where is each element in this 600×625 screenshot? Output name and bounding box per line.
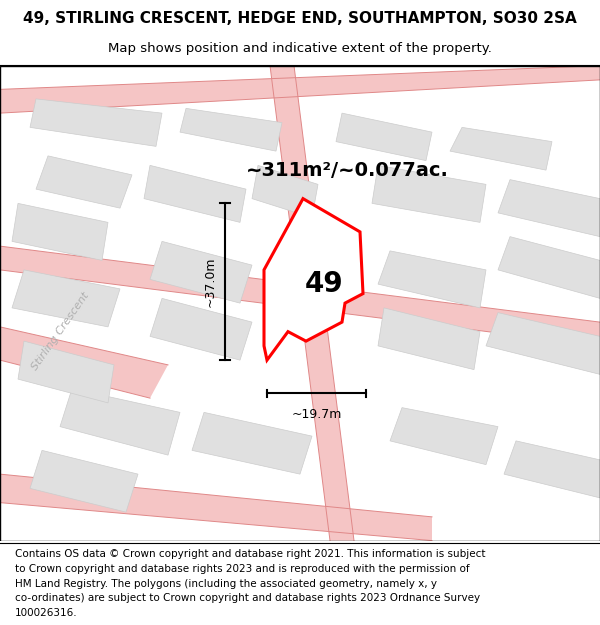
- Polygon shape: [0, 246, 600, 346]
- Polygon shape: [498, 179, 600, 237]
- Text: HM Land Registry. The polygons (including the associated geometry, namely x, y: HM Land Registry. The polygons (includin…: [15, 579, 437, 589]
- Polygon shape: [486, 312, 600, 374]
- Text: ~311m²/~0.077ac.: ~311m²/~0.077ac.: [246, 161, 449, 179]
- Polygon shape: [30, 451, 138, 512]
- Polygon shape: [30, 99, 162, 146]
- Polygon shape: [378, 308, 480, 369]
- Polygon shape: [372, 166, 486, 222]
- Text: 49, STIRLING CRESCENT, HEDGE END, SOUTHAMPTON, SO30 2SA: 49, STIRLING CRESCENT, HEDGE END, SOUTHA…: [23, 11, 577, 26]
- Polygon shape: [60, 389, 180, 455]
- Polygon shape: [252, 166, 318, 217]
- Polygon shape: [270, 66, 354, 541]
- Polygon shape: [12, 203, 108, 261]
- Polygon shape: [0, 66, 600, 113]
- Polygon shape: [336, 113, 432, 161]
- Text: Stirling Crescent: Stirling Crescent: [29, 291, 91, 372]
- Text: co-ordinates) are subject to Crown copyright and database rights 2023 Ordnance S: co-ordinates) are subject to Crown copyr…: [15, 593, 480, 603]
- Text: Map shows position and indicative extent of the property.: Map shows position and indicative extent…: [108, 42, 492, 55]
- Text: Contains OS data © Crown copyright and database right 2021. This information is : Contains OS data © Crown copyright and d…: [15, 549, 485, 559]
- Polygon shape: [450, 127, 552, 170]
- Polygon shape: [504, 441, 600, 498]
- Polygon shape: [180, 108, 282, 151]
- Polygon shape: [498, 237, 600, 298]
- Polygon shape: [144, 166, 246, 222]
- Polygon shape: [0, 474, 432, 541]
- Text: 49: 49: [305, 270, 343, 298]
- Text: to Crown copyright and database rights 2023 and is reproduced with the permissio: to Crown copyright and database rights 2…: [15, 564, 470, 574]
- Text: ~37.0m: ~37.0m: [203, 256, 217, 307]
- Text: ~19.7m: ~19.7m: [292, 408, 341, 421]
- Text: 100026316.: 100026316.: [15, 608, 77, 618]
- Polygon shape: [150, 241, 252, 303]
- Polygon shape: [36, 156, 132, 208]
- Polygon shape: [12, 270, 120, 327]
- Polygon shape: [264, 199, 363, 360]
- Polygon shape: [150, 298, 252, 360]
- Polygon shape: [390, 408, 498, 464]
- Polygon shape: [0, 327, 168, 398]
- Polygon shape: [378, 251, 486, 308]
- Polygon shape: [18, 341, 114, 403]
- Polygon shape: [192, 412, 312, 474]
